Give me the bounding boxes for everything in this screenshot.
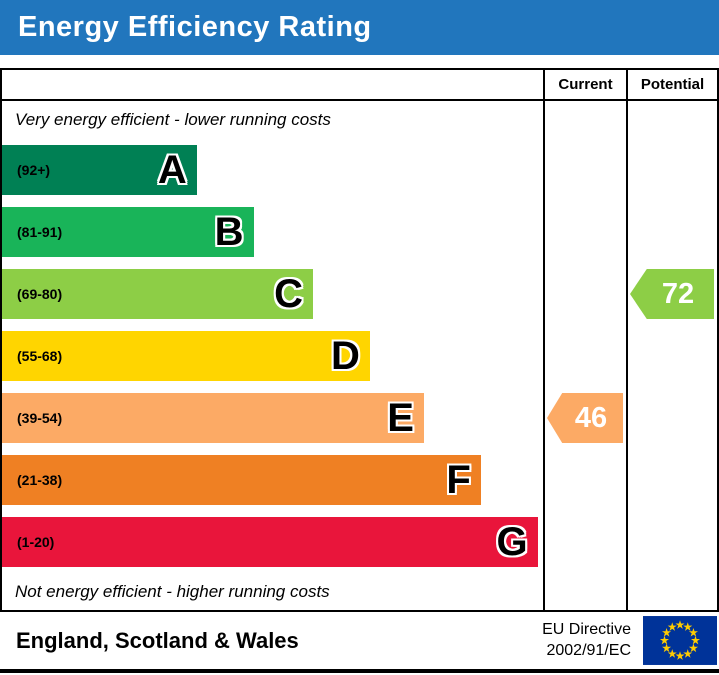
band-range-label: (81-91): [17, 224, 63, 240]
band-bar-d: (55-68) D: [2, 331, 370, 381]
band-letter: A: [157, 148, 187, 192]
potential-column: 72: [626, 101, 717, 610]
potential-rating-value: 72: [661, 277, 695, 310]
band-bar-g: (1-20) G: [2, 517, 538, 567]
chart-header-row: Current Potential: [2, 70, 717, 101]
band-range-label: (1-20): [17, 534, 55, 550]
header-spacer: [2, 70, 543, 99]
column-header-potential: Potential: [626, 70, 717, 99]
band-row-c: (69-80) C: [2, 263, 543, 325]
eu-directive-text: EU Directive 2002/91/EC: [542, 620, 631, 662]
eu-flag-icon: [643, 616, 717, 665]
title-bar: Energy Efficiency Rating: [0, 0, 719, 55]
band-bar-f: (21-38) F: [2, 455, 481, 505]
band-letter: D: [330, 334, 360, 378]
band-row-d: (55-68) D: [2, 325, 543, 387]
footer: England, Scotland & Wales EU Directive 2…: [0, 612, 719, 673]
band-range-label: (92+): [17, 162, 51, 178]
band-letter: E: [387, 396, 414, 440]
band-row-e: (39-54) E: [2, 387, 543, 449]
band-bar-c: (69-80) C: [2, 269, 314, 319]
band-bar-e: (39-54) E: [2, 393, 424, 443]
current-column: 46: [543, 101, 626, 610]
band-letter: F: [446, 458, 471, 502]
chart-body: Very energy efficient - lower running co…: [2, 101, 717, 610]
potential-rating-arrow: 72: [630, 269, 714, 319]
band-letter: G: [496, 520, 528, 564]
epc-chart: Current Potential Very energy efficient …: [0, 68, 719, 612]
column-header-current: Current: [543, 70, 626, 99]
bottom-note: Not energy efficient - higher running co…: [15, 581, 330, 601]
band-range-label: (39-54): [17, 410, 63, 426]
band-row-f: (21-38) F: [2, 449, 543, 511]
band-letter: B: [214, 210, 244, 254]
footer-right: EU Directive 2002/91/EC: [542, 616, 717, 665]
bands-area: Very energy efficient - lower running co…: [2, 101, 543, 610]
band-range-label: (55-68): [17, 348, 63, 364]
eu-directive-line2: 2002/91/EC: [546, 641, 631, 659]
region-label: England, Scotland & Wales: [16, 627, 299, 653]
current-rating-value: 46: [574, 401, 608, 434]
band-range-label: (69-80): [17, 286, 63, 302]
eu-directive-line1: EU Directive: [542, 620, 631, 638]
band-row-a: (92+) A: [2, 139, 543, 201]
band-bar-b: (81-91) B: [2, 207, 254, 257]
band-row-g: (1-20) G: [2, 511, 543, 573]
band-row-b: (81-91) B: [2, 201, 543, 263]
current-rating-arrow: 46: [547, 393, 623, 443]
top-note: Very energy efficient - lower running co…: [15, 110, 331, 129]
page-title: Energy Efficiency Rating: [18, 11, 372, 43]
band-letter: C: [274, 272, 304, 316]
band-bar-a: (92+) A: [2, 145, 197, 195]
band-range-label: (21-38): [17, 472, 63, 488]
